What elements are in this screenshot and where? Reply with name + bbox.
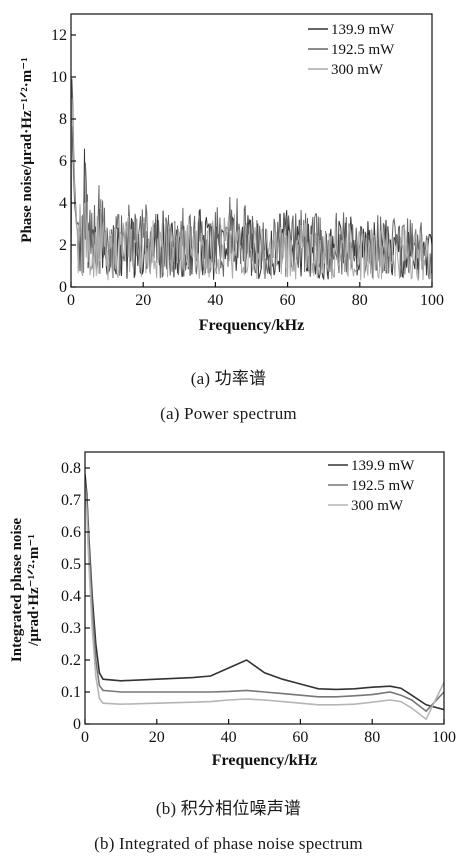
caption-a-cn: (a) 功率谱	[190, 369, 267, 388]
x-axis-label: Frequency/kHz	[199, 317, 304, 334]
legend: 139.9 mW 192.5 mW 300 mW	[328, 458, 415, 514]
y-tick-label: 0.4	[61, 588, 81, 605]
series-line-139_9-mW	[85, 474, 444, 711]
y-tick-label: 6	[59, 153, 67, 170]
legend-label: 300 mW	[331, 62, 384, 78]
y-tick-label: 0	[73, 716, 81, 733]
y-tick-label: 12	[51, 27, 67, 44]
x-axis-label: Frequency/kHz	[212, 752, 317, 769]
y-tick-label: 0.5	[61, 556, 81, 573]
x-tick-label: 100	[420, 292, 444, 309]
y-tick-label: 10	[51, 69, 67, 86]
y-tick-label: 8	[59, 111, 67, 128]
legend-label: 192.5 mW	[351, 478, 415, 494]
y-tick-label: 0.1	[61, 684, 81, 701]
legend-label: 192.5 mW	[331, 42, 395, 58]
plot-frame	[84, 451, 445, 725]
y-tick-label: 0.7	[61, 492, 81, 509]
y-tick-label: 2	[59, 237, 67, 254]
plot-frame	[70, 13, 433, 288]
legend-label: 139.9 mW	[351, 458, 415, 474]
series-line-192_5-mW	[85, 480, 444, 713]
caption-b-en: (b) Integrated of phase noise spectrum	[94, 834, 363, 853]
legend-label: 300 mW	[351, 498, 404, 514]
legend: 139.9 mW 192.5 mW 300 mW	[308, 22, 395, 78]
legend-label: 139.9 mW	[331, 22, 395, 38]
y-tick-label: 0.8	[61, 460, 81, 477]
x-tick-label: 40	[221, 729, 237, 746]
x-tick-label: 20	[135, 292, 151, 309]
x-tick-label: 0	[67, 292, 75, 309]
chart-power-spectrum: 0 20 40 60 80 100 0 2 4 6 8 10 12 Frequency/kHz Phase …	[19, 13, 444, 334]
caption-b-cn: (b) 积分相位噪声谱	[155, 799, 302, 818]
y-axis-label: Phase noise/μrad·Hz⁻¹ᐟ²·m⁻¹	[19, 57, 35, 242]
x-tick-label: 80	[352, 292, 368, 309]
x-tick-label: 40	[207, 292, 223, 309]
x-tick-label: 100	[432, 729, 456, 746]
x-tick-label: 60	[292, 729, 308, 746]
y-axis-label: Integrated phase noise	[9, 518, 25, 663]
y-tick-label: 0.3	[61, 620, 81, 637]
y-axis-label: /μrad·Hz⁻¹ᐟ²·m⁻¹	[26, 534, 42, 647]
series-line-300-mW	[85, 487, 444, 721]
y-tick-label: 0.6	[61, 524, 81, 541]
x-tick-label: 60	[280, 292, 296, 309]
series-line-300-mW	[71, 97, 432, 281]
y-tick-label: 0.2	[61, 652, 81, 669]
caption-a-en: (a) Power spectrum	[160, 404, 297, 423]
y-tick-label: 0	[59, 279, 67, 296]
chart-integrated-phase-noise: 0 20 40 60 80 100 0 0.1 0.2 0.3 0.4 0.5 0.6 0.7 0.8 Fre…	[9, 451, 456, 769]
y-tick-label: 4	[59, 195, 67, 212]
x-tick-label: 0	[81, 729, 89, 746]
x-tick-label: 80	[364, 729, 380, 746]
x-tick-label: 20	[149, 729, 165, 746]
